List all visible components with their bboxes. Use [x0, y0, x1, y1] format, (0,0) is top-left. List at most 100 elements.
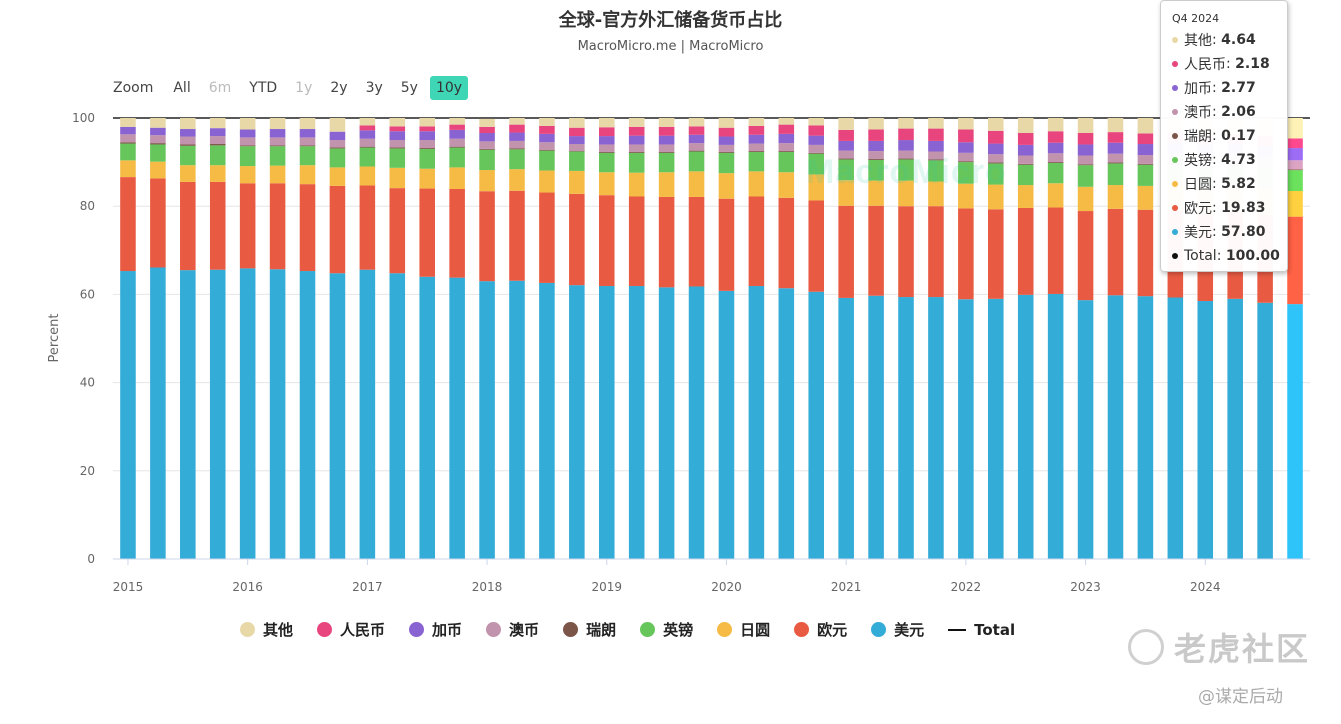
bar-segment[interactable] — [898, 158, 914, 160]
bar-segment[interactable] — [329, 131, 346, 141]
bar-segment[interactable] — [1047, 142, 1064, 154]
bar-segment[interactable] — [209, 118, 226, 129]
bar-stack[interactable] — [928, 118, 944, 559]
bar-segment[interactable] — [688, 143, 705, 151]
bar-segment[interactable] — [1227, 298, 1243, 559]
bar-segment[interactable] — [569, 285, 585, 559]
bar-segment[interactable] — [509, 149, 525, 170]
bar-segment[interactable] — [808, 153, 825, 175]
bar-segment[interactable] — [658, 196, 675, 288]
bar-segment[interactable] — [239, 268, 256, 559]
bar-segment[interactable] — [449, 129, 465, 139]
bar-stack[interactable] — [1137, 118, 1154, 559]
bar-segment[interactable] — [209, 144, 226, 146]
bar-segment[interactable] — [718, 151, 735, 153]
bar-segment[interactable] — [928, 140, 944, 152]
bar-segment[interactable] — [569, 193, 585, 286]
bar-segment[interactable] — [1287, 304, 1303, 559]
bar-segment[interactable] — [688, 118, 705, 127]
bar-segment[interactable] — [239, 118, 256, 130]
bar-segment[interactable] — [389, 147, 406, 149]
bar-segment[interactable] — [688, 171, 705, 197]
bar-segment[interactable] — [598, 172, 615, 196]
bar-segment[interactable] — [509, 280, 525, 559]
bar-segment[interactable] — [988, 163, 1004, 185]
zoom-button-ytd[interactable]: YTD — [249, 80, 278, 96]
bar-segment[interactable] — [778, 172, 795, 198]
bar-segment[interactable] — [748, 143, 765, 152]
bar-segment[interactable] — [1287, 138, 1303, 149]
bar-stack[interactable] — [239, 118, 256, 559]
bar-segment[interactable] — [688, 126, 705, 135]
bar-segment[interactable] — [748, 171, 765, 197]
bar-segment[interactable] — [180, 118, 196, 130]
bar-segment[interactable] — [269, 137, 286, 146]
bar-segment[interactable] — [688, 151, 705, 172]
bar-segment[interactable] — [1077, 211, 1094, 301]
bar-segment[interactable] — [808, 125, 825, 136]
bar-segment[interactable] — [778, 197, 795, 289]
bar-segment[interactable] — [808, 174, 825, 201]
bar-segment[interactable] — [150, 267, 166, 559]
bar-segment[interactable] — [1107, 142, 1124, 154]
bar-segment[interactable] — [808, 152, 825, 154]
bar-segment[interactable] — [180, 181, 196, 271]
bar-segment[interactable] — [120, 143, 136, 161]
bar-segment[interactable] — [1257, 302, 1273, 559]
bar-segment[interactable] — [419, 126, 435, 132]
bar-stack[interactable] — [718, 118, 735, 559]
bar-segment[interactable] — [928, 151, 944, 160]
bar-segment[interactable] — [389, 126, 406, 132]
bar-segment[interactable] — [150, 161, 166, 179]
bar-stack[interactable] — [449, 118, 465, 559]
bar-segment[interactable] — [748, 134, 765, 144]
bar-segment[interactable] — [539, 282, 555, 559]
bar-segment[interactable] — [389, 131, 406, 141]
bar-segment[interactable] — [1047, 207, 1064, 294]
bar-segment[interactable] — [1287, 190, 1303, 217]
bar-segment[interactable] — [628, 152, 645, 173]
bar-segment[interactable] — [688, 286, 705, 559]
bar-stack[interactable] — [688, 118, 705, 559]
bar-segment[interactable] — [748, 151, 765, 172]
bar-segment[interactable] — [838, 159, 854, 181]
bar-segment[interactable] — [838, 297, 854, 559]
bar-segment[interactable] — [120, 118, 136, 127]
bar-segment[interactable] — [449, 147, 465, 168]
bar-segment[interactable] — [628, 196, 645, 287]
bar-stack[interactable] — [658, 118, 675, 559]
bar-segment[interactable] — [329, 185, 346, 274]
bar-segment[interactable] — [539, 133, 555, 143]
bar-segment[interactable] — [239, 183, 256, 269]
bar-segment[interactable] — [329, 167, 346, 186]
bar-segment[interactable] — [1047, 162, 1064, 163]
bar-segment[interactable] — [150, 178, 166, 268]
bar-segment[interactable] — [239, 129, 256, 138]
bar-segment[interactable] — [449, 146, 465, 148]
bar-segment[interactable] — [808, 200, 825, 292]
bar-segment[interactable] — [748, 125, 765, 135]
bar-segment[interactable] — [359, 138, 376, 147]
bar-segment[interactable] — [778, 143, 795, 152]
bar-segment[interactable] — [868, 118, 884, 130]
bar-segment[interactable] — [569, 151, 585, 171]
bar-segment[interactable] — [868, 151, 884, 160]
bar-segment[interactable] — [958, 183, 974, 209]
bar-stack[interactable] — [1287, 118, 1303, 559]
bar-segment[interactable] — [329, 273, 346, 559]
bar-segment[interactable] — [958, 208, 974, 300]
bar-segment[interactable] — [180, 145, 196, 166]
bar-segment[interactable] — [808, 135, 825, 145]
bar-segment[interactable] — [449, 277, 465, 559]
bar-segment[interactable] — [898, 206, 914, 298]
bar-stack[interactable] — [569, 118, 585, 559]
bar-segment[interactable] — [598, 286, 615, 559]
bar-segment[interactable] — [449, 124, 465, 130]
bar-segment[interactable] — [1077, 118, 1094, 133]
bar-segment[interactable] — [329, 140, 346, 148]
bar-segment[interactable] — [988, 209, 1004, 299]
bar-segment[interactable] — [748, 196, 765, 287]
bar-segment[interactable] — [778, 288, 795, 559]
bar-segment[interactable] — [1107, 208, 1124, 296]
legend-item-gbp[interactable]: 英镑 — [640, 619, 693, 640]
